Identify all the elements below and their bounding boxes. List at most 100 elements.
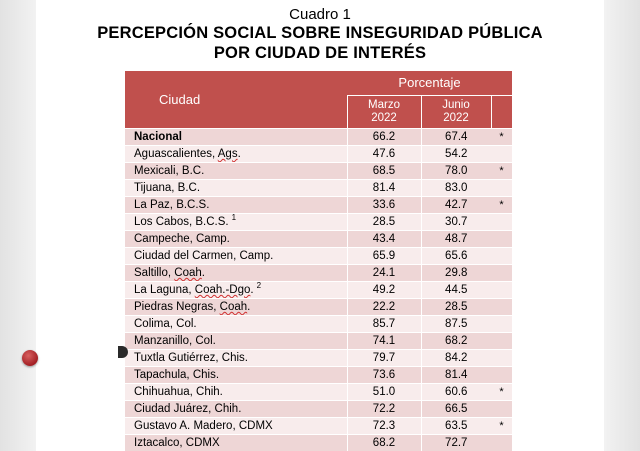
significance-mark: * (491, 128, 512, 146)
row-city: Chihuahua, Chih. (125, 383, 347, 401)
row-pointer-icon (118, 346, 128, 358)
city-name: La Laguna, Coah.-Dgo. (134, 284, 254, 296)
table-row: Tapachula, Chis. 73.6 81.4 (125, 366, 512, 384)
row-june-value: 81.4 (420, 366, 491, 384)
city-name: Ciudad Juárez, Chih. (134, 403, 242, 415)
row-june-value: 65.6 (420, 247, 491, 265)
row-march-value: 72.2 (346, 400, 421, 418)
significance-mark (491, 213, 512, 231)
significance-mark (491, 315, 512, 333)
table-title-line1: PERCEPCIÓN SOCIAL SOBRE INSEGURIDAD PÚBL… (97, 24, 543, 42)
row-city: Los Cabos, B.C.S. 1 (125, 213, 347, 231)
row-june-value: 44.5 (420, 281, 491, 299)
city-name: La Paz, B.C.S. (134, 199, 210, 211)
row-june-value: 48.7 (420, 230, 491, 248)
significance-mark (491, 400, 512, 418)
footnote-ref: 1 (231, 213, 237, 223)
header-march-year: 2022 (371, 112, 397, 124)
row-march-value: 51.0 (346, 383, 421, 401)
row-city: Campeche, Camp. (125, 230, 347, 248)
row-city: Aguascalientes, Ags. (125, 145, 347, 163)
row-city: Colima, Col. (125, 315, 347, 333)
table-row: Ciudad Juárez, Chih. 72.2 66.5 (125, 400, 512, 418)
row-march-value: 73.6 (346, 366, 421, 384)
table-row: Colima, Col. 85.7 87.5 (125, 315, 512, 333)
row-city: Nacional (125, 128, 347, 146)
row-june-value: 84.2 (420, 349, 491, 367)
significance-mark (491, 230, 512, 248)
significance-mark: * (491, 162, 512, 180)
significance-mark (491, 264, 512, 282)
row-march-value: 47.6 (346, 145, 421, 163)
header-march: Marzo 2022 (346, 95, 421, 129)
table-row: Gustavo A. Madero, CDMX 72.3 63.5 * (125, 417, 512, 435)
table-title-line2: POR CIUDAD DE INTERÉS (213, 44, 427, 62)
row-june-value: 87.5 (420, 315, 491, 333)
city-name: Colima, Col. (134, 318, 197, 330)
left-margin (0, 0, 36, 451)
significance-mark: * (491, 383, 512, 401)
significance-mark (491, 179, 512, 197)
row-city: La Paz, B.C.S. (125, 196, 347, 214)
row-june-value: 28.5 (420, 298, 491, 316)
significance-mark (491, 434, 512, 451)
row-june-value: 63.5 (420, 417, 491, 435)
row-march-value: 49.2 (346, 281, 421, 299)
row-city: Ciudad Juárez, Chih. (125, 400, 347, 418)
slide-nav-bullet-icon[interactable] (22, 350, 38, 366)
significance-mark (491, 349, 512, 367)
significance-mark: * (491, 196, 512, 214)
city-name: Tapachula, Chis. (134, 369, 220, 381)
table-row: Tuxtla Gutiérrez, Chis. 79.7 84.2 (125, 349, 512, 367)
header-june-year: 2022 (443, 112, 469, 124)
row-march-value: 28.5 (346, 213, 421, 231)
city-name: Piedras Negras, Coah. (134, 301, 251, 313)
city-name: Gustavo A. Madero, CDMX (134, 420, 273, 432)
city-name: Aguascalientes, Ags. (134, 148, 241, 160)
significance-mark (491, 366, 512, 384)
row-march-value: 79.7 (346, 349, 421, 367)
city-name: Saltillo, Coah. (134, 267, 205, 279)
row-june-value: 30.7 (420, 213, 491, 231)
row-city: Tuxtla Gutiérrez, Chis. (125, 349, 347, 367)
row-june-value: 78.0 (420, 162, 491, 180)
row-city: Ciudad del Carmen, Camp. (125, 247, 347, 265)
header-june: Junio 2022 (420, 95, 491, 129)
city-name: Tuxtla Gutiérrez, Chis. (134, 352, 248, 364)
table-row: Saltillo, Coah. 24.1 29.8 (125, 264, 512, 282)
row-city: Tijuana, B.C. (125, 179, 347, 197)
row-june-value: 29.8 (420, 264, 491, 282)
city-name: Manzanillo, Col. (134, 335, 216, 347)
perception-table: Ciudad Porcentaje Marzo 2022 Junio 2022 … (125, 71, 512, 451)
table-row: Mexicali, B.C. 68.5 78.0 * (125, 162, 512, 180)
row-june-value: 83.0 (420, 179, 491, 197)
significance-mark (491, 247, 512, 265)
significance-mark (491, 332, 512, 350)
row-june-value: 67.4 (420, 128, 491, 146)
city-name: Los Cabos, B.C.S. (134, 216, 229, 228)
row-june-value: 66.5 (420, 400, 491, 418)
table-row: La Paz, B.C.S. 33.6 42.7 * (125, 196, 512, 214)
row-june-value: 72.7 (420, 434, 491, 451)
table-row: Aguascalientes, Ags. 47.6 54.2 (125, 145, 512, 163)
city-name: Mexicali, B.C. (134, 165, 205, 177)
row-march-value: 85.7 (346, 315, 421, 333)
row-city: Saltillo, Coah. (125, 264, 347, 282)
row-june-value: 54.2 (420, 145, 491, 163)
row-city: Tapachula, Chis. (125, 366, 347, 384)
table-row: Piedras Negras, Coah. 22.2 28.5 (125, 298, 512, 316)
city-name: Campeche, Camp. (134, 233, 230, 245)
row-city: Manzanillo, Col. (125, 332, 347, 350)
row-march-value: 65.9 (346, 247, 421, 265)
row-march-value: 68.5 (346, 162, 421, 180)
row-june-value: 68.2 (420, 332, 491, 350)
table-row: Iztacalco, CDMX 68.2 72.7 (125, 434, 512, 451)
table-row: Tijuana, B.C. 81.4 83.0 (125, 179, 512, 197)
header-march-month: Marzo (368, 99, 400, 111)
row-city: Gustavo A. Madero, CDMX (125, 417, 347, 435)
significance-mark (491, 298, 512, 316)
row-city: Iztacalco, CDMX (125, 434, 347, 451)
city-name: Nacional (134, 131, 182, 143)
city-name: Tijuana, B.C. (134, 182, 201, 194)
table-row: Ciudad del Carmen, Camp. 65.9 65.6 (125, 247, 512, 265)
